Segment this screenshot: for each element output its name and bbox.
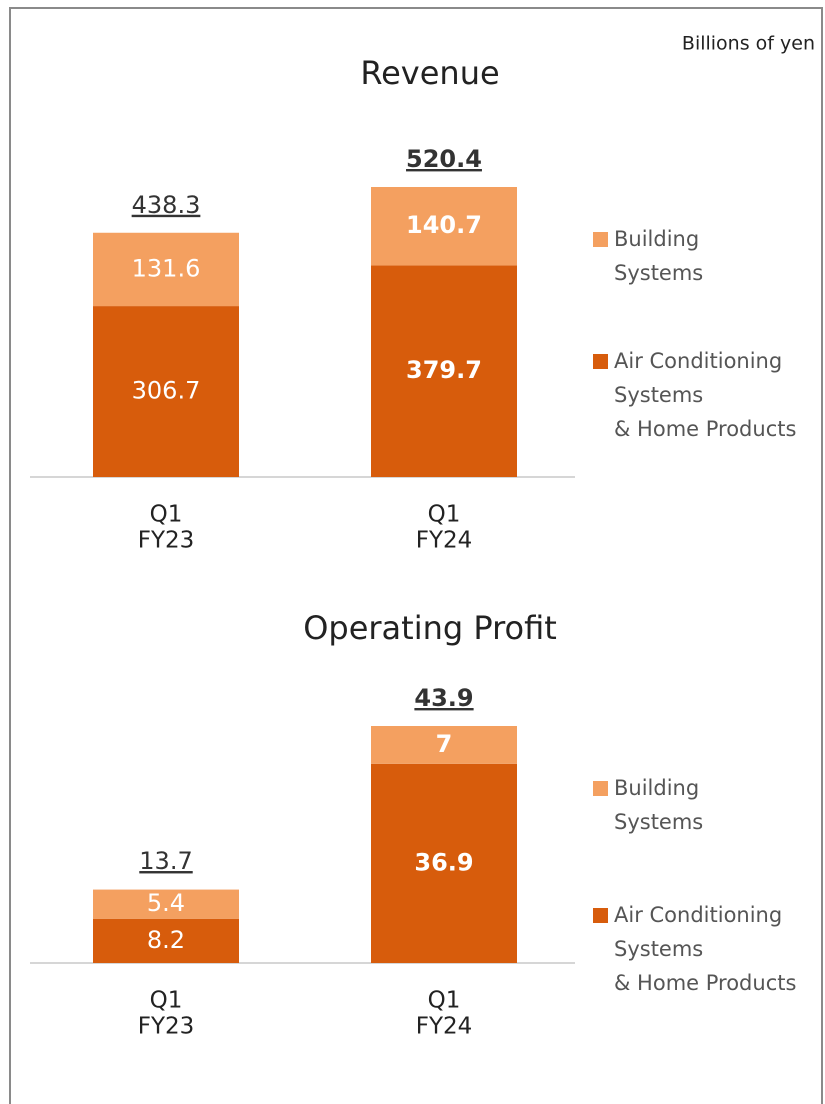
total-label: 520.4 — [406, 145, 482, 173]
legend-swatch — [593, 908, 608, 923]
bar-segment — [371, 763, 517, 963]
bar-segment — [93, 889, 239, 919]
bar-segment — [93, 232, 239, 307]
legend-label: Systems — [614, 261, 703, 285]
value-label: 306.7 — [132, 377, 201, 405]
total-label: 13.7 — [139, 847, 192, 875]
x-tick-label: FY24 — [416, 528, 473, 554]
bar-segment — [371, 187, 517, 266]
x-tick-label: Q1 — [150, 502, 183, 528]
value-label: 140.7 — [406, 211, 482, 239]
legend-label: Systems — [614, 937, 703, 961]
bar-segment — [371, 265, 517, 477]
x-tick-label: Q1 — [428, 502, 461, 528]
bar-segment — [93, 306, 239, 477]
legend-swatch — [593, 232, 608, 247]
legend-label: Systems — [614, 810, 703, 834]
legend-label: Systems — [614, 383, 703, 407]
value-label: 5.4 — [147, 889, 185, 917]
value-label: 131.6 — [132, 254, 201, 282]
x-tick-label: FY23 — [138, 1014, 195, 1040]
value-label: 8.2 — [147, 926, 185, 954]
legend-label: Building — [614, 776, 699, 800]
value-label: 7 — [436, 730, 453, 758]
legend-swatch — [593, 354, 608, 369]
bar-segment — [93, 918, 239, 963]
legend-label: Air Conditioning — [614, 349, 782, 373]
x-tick-label: FY23 — [138, 528, 195, 554]
total-label: 43.9 — [414, 684, 473, 712]
legend-label: & Home Products — [614, 417, 796, 441]
bar-segment — [371, 726, 517, 764]
legend-label: Building — [614, 227, 699, 251]
total-label: 438.3 — [132, 191, 201, 219]
legend-label: & Home Products — [614, 971, 796, 995]
chart-title: Operating Profit — [303, 609, 557, 647]
x-tick-label: Q1 — [428, 988, 461, 1014]
x-tick-label: FY24 — [416, 1014, 473, 1040]
legend-swatch — [593, 781, 608, 796]
value-label: 379.7 — [406, 356, 482, 384]
unit-note: Billions of yen — [682, 33, 815, 55]
value-label: 36.9 — [414, 848, 473, 876]
legend-label: Air Conditioning — [614, 903, 782, 927]
chart-title: Revenue — [360, 54, 499, 92]
frame — [9, 7, 823, 1104]
x-tick-label: Q1 — [150, 988, 183, 1014]
